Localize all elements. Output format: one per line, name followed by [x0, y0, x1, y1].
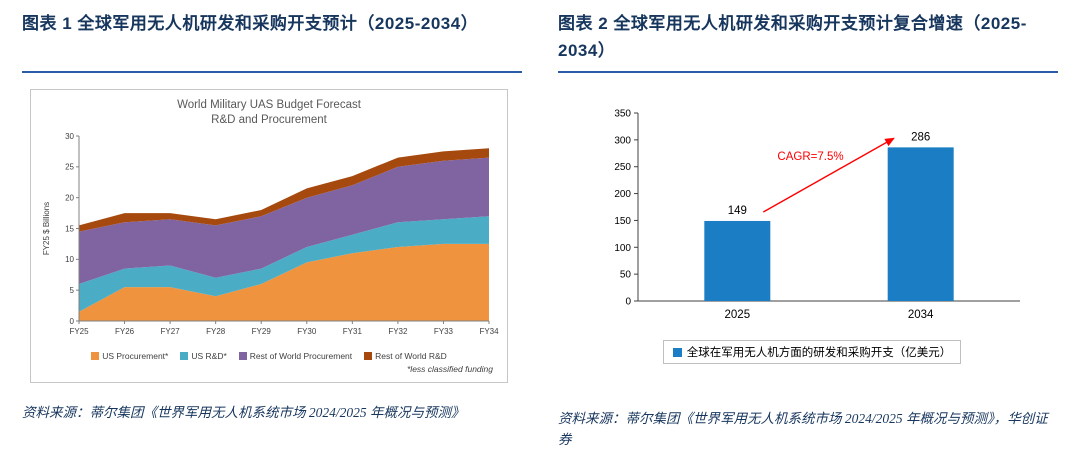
svg-text:30: 30 [65, 132, 74, 141]
area-series-0 [79, 243, 489, 321]
bar-chart-legend: 全球在军用无人机方面的研发和采购开支（亿美元） [662, 340, 962, 364]
svg-text:0: 0 [625, 297, 631, 308]
legend-swatch [672, 347, 682, 357]
svg-text:50: 50 [620, 270, 632, 281]
legend-label: US Procurement* [102, 350, 169, 361]
svg-text:FY27: FY27 [161, 327, 181, 336]
svg-text:100: 100 [614, 243, 631, 254]
stacked-area-chart: 0 5 10 15 20 25 30 FY25 FY26 FY27 FY28 FY29 FY30 FY31… [42, 132, 499, 336]
svg-text:FY26: FY26 [115, 327, 135, 336]
svg-text:FY30: FY30 [297, 327, 317, 336]
legend-label: 全球在军用无人机方面的研发和采购开支（亿美元） [686, 347, 952, 359]
figure-1-title: 图表 1 全球军用无人机研发和采购开支预计（2025-2034） [22, 14, 479, 33]
svg-text:FY33: FY33 [434, 327, 454, 336]
legend-swatch [238, 351, 247, 360]
svg-text:FY25: FY25 [69, 327, 89, 336]
svg-text:10: 10 [65, 255, 74, 264]
cagr-arrow [762, 137, 895, 213]
figure-1-source: 资料来源：蒂尔集团《世界军用无人机系统市场 2024/2025 年概况与预测》 [22, 404, 465, 420]
legend-item: Rest of World Procurement [238, 350, 353, 361]
bar-value-label: 149 [728, 205, 747, 217]
bar-category-label: 2025 [725, 309, 751, 321]
bar-2025 [704, 220, 771, 301]
figure-1-title-underline [22, 71, 522, 73]
legend-item: US Procurement* [91, 351, 168, 361]
svg-text:250: 250 [614, 162, 631, 173]
cagr-annotation: CAGR=7.5% [777, 151, 843, 163]
area-chart-frame: World Military UAS Budget Forecast R&D a… [30, 89, 508, 383]
bar-chart: 0 50 100 150 200 250 300 350 149 2025 286 2034 CAGR=… [614, 109, 1020, 321]
legend-swatch [364, 351, 373, 360]
legend-item: Rest of World R&D [364, 351, 447, 361]
svg-text:25: 25 [65, 163, 74, 172]
legend-label: Rest of World Procurement [249, 350, 353, 361]
svg-text:300: 300 [614, 135, 631, 146]
figure-2-title-underline [558, 71, 1058, 73]
area-chart-footnote: *less classified funding [407, 363, 493, 374]
svg-text:350: 350 [614, 109, 631, 120]
svg-text:FY32: FY32 [388, 327, 408, 336]
svg-text:200: 200 [614, 189, 631, 200]
legend-swatch [91, 351, 100, 360]
area-series-3 [79, 148, 489, 232]
bar-chart-area: 0 50 100 150 200 250 300 350 149 2025 286 2034 CAGR=… [586, 97, 1038, 364]
bar-category-label: 2034 [908, 309, 934, 321]
svg-text:0: 0 [70, 317, 75, 326]
area-chart-title-line2: R&D and Procurement [211, 113, 327, 126]
legend-item: US R&D* [180, 350, 227, 361]
svg-text:20: 20 [65, 193, 74, 202]
figure-2-panel: 图表 2 全球军用无人机研发和采购开支预计复合增速（2025-2034） 0 50… [558, 10, 1058, 451]
figure-1-panel: 图表 1 全球军用无人机研发和采购开支预计（2025-2034） World M… [22, 10, 522, 424]
figure-2-source: 资料来源：蒂尔集团《世界军用无人机系统市场 2024/2025 年概况与预测》，… [558, 411, 1048, 447]
legend-label: Rest of World R&D [375, 350, 447, 361]
bar-chart-axes: 0 50 100 150 200 250 300 350 [614, 109, 1020, 308]
svg-text:FY28: FY28 [206, 327, 226, 336]
area-series-2 [79, 157, 489, 284]
svg-text:FY25 $ Billions: FY25 $ Billions [42, 202, 51, 255]
area-chart-axes: 0 5 10 15 20 25 30 FY25 FY26 FY27 FY28 FY29 FY30 FY31… [42, 132, 499, 336]
svg-text:FY34: FY34 [479, 327, 499, 336]
area-chart-title-line1: World Military UAS Budget Forecast [177, 99, 361, 111]
legend-label: US R&D* [191, 350, 227, 361]
svg-text:FY29: FY29 [252, 327, 272, 336]
bar-2034 [887, 147, 954, 301]
svg-text:5: 5 [70, 286, 75, 295]
svg-text:15: 15 [65, 224, 74, 233]
figure-2-title: 图表 2 全球军用无人机研发和采购开支预计复合增速（2025-2034） [558, 14, 1027, 61]
bar-value-label: 286 [911, 131, 930, 143]
area-series-group [79, 148, 489, 321]
legend-swatch [180, 351, 189, 360]
svg-text:FY31: FY31 [343, 327, 363, 336]
area-chart-title: World Military UAS Budget Forecast R&D a… [37, 98, 501, 128]
svg-text:150: 150 [614, 216, 631, 227]
area-series-1 [79, 216, 489, 312]
area-chart-legend: US Procurement* US R&D* Rest of World Proc… [37, 351, 501, 361]
